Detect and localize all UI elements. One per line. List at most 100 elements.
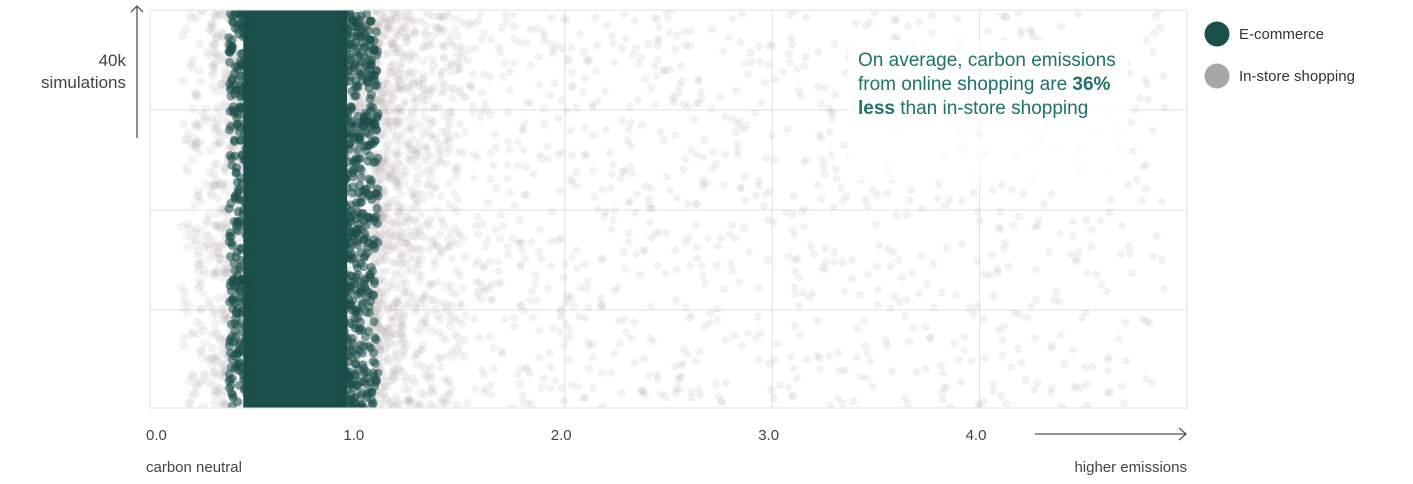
point xyxy=(196,78,205,87)
point xyxy=(232,252,241,261)
point xyxy=(853,354,861,362)
point xyxy=(487,35,495,43)
point xyxy=(397,252,405,260)
point xyxy=(1045,248,1053,256)
point xyxy=(786,50,794,58)
point xyxy=(341,305,350,314)
point xyxy=(470,315,478,323)
point xyxy=(1015,213,1023,221)
point xyxy=(447,281,455,289)
point xyxy=(498,347,506,355)
point xyxy=(244,46,253,55)
point xyxy=(357,32,366,41)
point xyxy=(935,180,943,188)
point xyxy=(359,377,368,386)
point xyxy=(232,163,241,172)
point xyxy=(1048,384,1056,392)
point xyxy=(198,259,207,268)
point xyxy=(712,380,720,388)
point xyxy=(647,302,655,310)
point xyxy=(1149,253,1157,261)
point xyxy=(196,197,205,206)
point xyxy=(241,86,250,95)
point xyxy=(349,117,358,126)
point xyxy=(454,32,462,40)
point xyxy=(351,360,360,369)
point xyxy=(819,263,827,271)
point xyxy=(874,286,882,294)
point xyxy=(882,336,890,344)
point xyxy=(1127,118,1135,126)
point xyxy=(1104,367,1112,375)
point xyxy=(699,175,707,183)
point xyxy=(666,187,674,195)
point xyxy=(195,67,204,76)
point xyxy=(561,299,569,307)
point xyxy=(597,294,605,302)
point xyxy=(548,14,556,22)
point xyxy=(686,262,694,270)
point xyxy=(630,359,638,367)
point xyxy=(460,234,468,242)
point xyxy=(547,91,555,99)
point xyxy=(576,30,584,38)
point xyxy=(243,390,252,399)
point xyxy=(212,159,221,168)
point xyxy=(550,79,558,87)
point xyxy=(852,19,860,27)
point xyxy=(547,262,555,270)
point xyxy=(431,257,439,265)
point xyxy=(1161,104,1169,112)
point xyxy=(392,351,400,359)
point xyxy=(561,341,569,349)
point xyxy=(584,337,592,345)
point xyxy=(389,368,397,376)
point xyxy=(776,381,784,389)
point xyxy=(598,256,606,264)
point xyxy=(197,321,206,330)
point xyxy=(1031,334,1039,342)
point xyxy=(1128,269,1136,277)
point xyxy=(391,270,399,278)
point xyxy=(895,256,903,264)
point xyxy=(608,170,616,178)
point xyxy=(709,148,717,156)
point xyxy=(208,311,217,320)
point xyxy=(447,385,455,393)
point xyxy=(351,370,360,379)
point xyxy=(684,350,692,358)
point xyxy=(788,392,796,400)
point xyxy=(642,75,650,83)
point xyxy=(771,76,779,84)
point xyxy=(349,22,358,31)
point xyxy=(477,296,485,304)
point xyxy=(672,296,680,304)
point xyxy=(227,286,236,295)
point xyxy=(789,364,797,372)
point xyxy=(189,372,198,381)
point xyxy=(671,246,679,254)
point xyxy=(1105,208,1113,216)
point xyxy=(1069,346,1077,354)
point xyxy=(630,318,638,326)
point xyxy=(981,354,989,362)
point xyxy=(399,318,407,326)
point xyxy=(346,379,355,388)
point xyxy=(376,389,384,397)
point xyxy=(486,332,494,340)
point xyxy=(1061,361,1069,369)
point xyxy=(742,60,750,68)
point xyxy=(399,108,407,116)
point xyxy=(245,179,254,188)
point xyxy=(1010,222,1018,230)
point xyxy=(428,40,437,49)
point xyxy=(729,267,737,275)
point xyxy=(370,333,379,342)
point xyxy=(382,267,390,275)
point xyxy=(540,37,548,45)
point xyxy=(764,216,772,224)
point xyxy=(606,149,614,157)
point xyxy=(1097,217,1105,225)
point xyxy=(673,265,681,273)
